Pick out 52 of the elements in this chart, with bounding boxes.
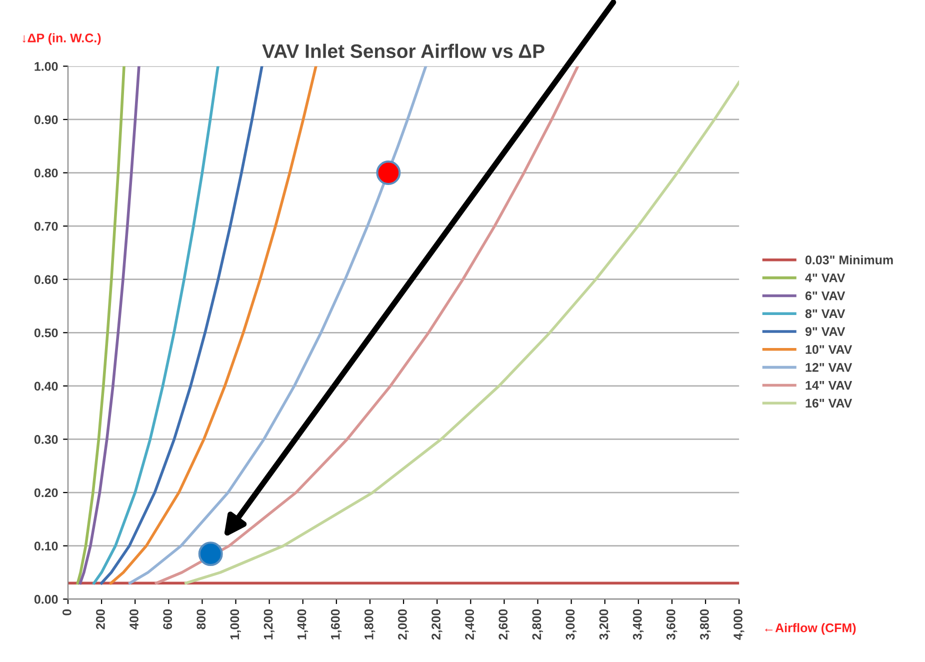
x-tick-label: 2,200	[432, 609, 442, 640]
x-tick-label: 2,600	[498, 609, 510, 640]
x-tick-label: 0	[62, 609, 72, 616]
x-tick-label: 2,400	[465, 609, 476, 640]
y-tick-label: 1.00	[34, 62, 58, 71]
x-tick-label: 4,000	[734, 609, 744, 640]
y-tick-label: 0.60	[34, 275, 58, 284]
x-tick-label: 3,400	[632, 609, 644, 640]
y-tick-label: 0.20	[34, 488, 58, 498]
x-tick-label: 1,600	[330, 609, 342, 640]
y-tick-label: 0.80	[34, 168, 58, 178]
line-series	[100, 66, 264, 585]
line-series	[92, 66, 220, 585]
y-tick-label: 0.50	[34, 328, 58, 338]
x-tick-label: 2,800	[532, 609, 543, 640]
line-series	[110, 66, 318, 585]
y-tick-label: 0.10	[34, 542, 58, 550]
legend-label: 12" VAV	[806, 362, 852, 372]
y-tick-label: 0.30	[34, 435, 58, 444]
legend-label: 10" VAV	[806, 345, 852, 354]
x-tick-label: 800	[196, 609, 206, 630]
legend-label: 6" VAV	[805, 291, 846, 300]
x-tick-label: 600	[163, 609, 172, 630]
x-tick-label: 2,000	[398, 609, 409, 640]
x-tick-label: 3,800	[700, 609, 711, 640]
legend-label: 9" VAV	[805, 327, 846, 336]
legend-label: 8" VAV	[805, 309, 846, 318]
line-series	[184, 80, 740, 585]
line-series	[78, 66, 140, 585]
y-tick-label: 0.70	[34, 222, 58, 231]
y-tick-label: 0.40	[34, 382, 58, 391]
y-axis-title: ↓ΔP (in. W.C.)	[22, 33, 101, 45]
x-tick-label: 3,000	[566, 609, 576, 640]
legend-label: 16" VAV	[806, 398, 852, 408]
legend-label: 4" VAV	[805, 274, 846, 282]
line-series	[154, 66, 580, 585]
x-tick-label: 1,800	[364, 609, 376, 640]
line-series	[128, 66, 428, 585]
chart-title: VAV Inlet Sensor Airflow vs ΔP	[262, 44, 544, 58]
x-tick-label: 3,600	[666, 609, 678, 640]
y-tick-label: 0.00	[34, 594, 58, 604]
line-series	[76, 66, 126, 585]
x-tick-label: 1,200	[264, 609, 274, 640]
x-tick-label: 3,200	[599, 609, 610, 640]
x-tick-label: 1,400	[297, 609, 308, 640]
legend-label: 0.03" Minimum	[805, 255, 893, 264]
x-tick-label: 400	[130, 609, 138, 630]
x-tick-label: 200	[96, 609, 105, 630]
x-axis-title: ←Airflow (CFM)	[765, 623, 856, 635]
legend-label: 14" VAV	[806, 380, 852, 390]
x-tick-label: 1,000	[230, 609, 241, 640]
y-tick-label: 0.90	[34, 115, 58, 124]
